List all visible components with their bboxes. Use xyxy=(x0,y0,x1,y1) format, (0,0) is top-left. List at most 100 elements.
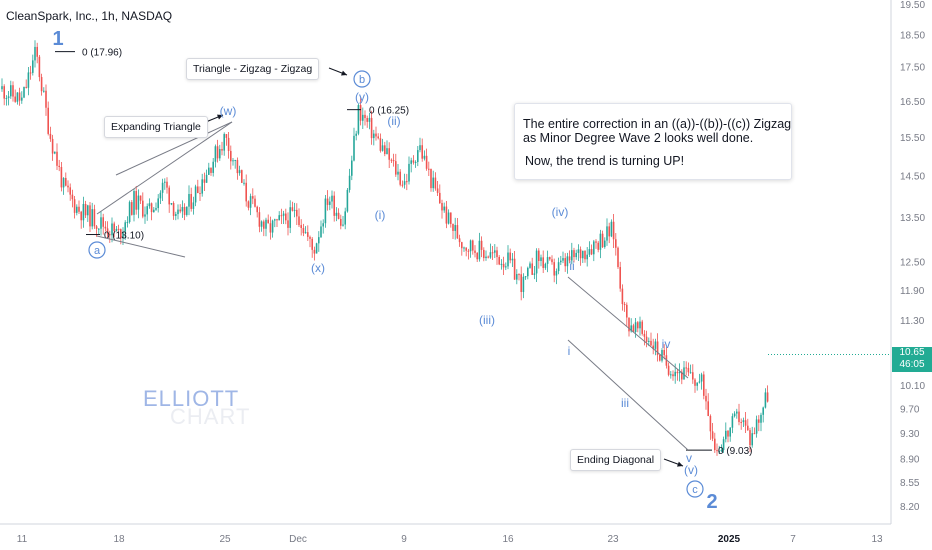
current-price-tag: 10.65 46:05 xyxy=(892,347,932,372)
candle xyxy=(359,105,362,121)
candle xyxy=(225,134,228,138)
candle xyxy=(531,263,533,275)
candle xyxy=(104,226,107,229)
candle xyxy=(227,137,230,151)
candle xyxy=(432,177,434,189)
candle xyxy=(256,206,258,213)
candle xyxy=(650,340,652,346)
candle xyxy=(318,237,320,244)
triangle-zigzag-callout[interactable]: Triangle - Zigzag - Zigzag xyxy=(186,58,320,80)
candle xyxy=(16,92,19,102)
candle xyxy=(480,240,483,250)
candle xyxy=(84,203,87,216)
candle xyxy=(465,247,467,251)
candle xyxy=(502,263,505,268)
candle xyxy=(386,148,388,155)
candle xyxy=(736,411,738,414)
candle xyxy=(670,374,672,376)
candle xyxy=(58,165,60,168)
trend-line[interactable] xyxy=(567,339,689,451)
candle xyxy=(766,392,769,402)
trend-line[interactable] xyxy=(96,235,186,258)
candle xyxy=(265,219,267,229)
candle xyxy=(249,196,252,208)
candle xyxy=(131,202,133,215)
candle xyxy=(322,223,324,227)
y-tick-label: 11.90 xyxy=(900,286,925,297)
candle xyxy=(82,203,85,221)
arrow-triangle-zigzag-head xyxy=(341,70,347,76)
candle xyxy=(562,258,564,261)
candle xyxy=(139,195,142,201)
candle xyxy=(326,198,329,205)
y-tick-label: 9.30 xyxy=(900,429,920,440)
x-tick-label: 25 xyxy=(219,534,231,545)
candle xyxy=(540,257,542,261)
candle xyxy=(232,160,234,162)
candle xyxy=(289,207,291,228)
watermark-elliott: ELLIOTT xyxy=(143,386,240,411)
candle xyxy=(258,212,261,227)
candle xyxy=(667,365,670,375)
candle xyxy=(733,413,736,417)
ending-diagonal-callout[interactable]: Ending Diagonal xyxy=(570,449,662,471)
wave-a-label: a xyxy=(94,245,101,257)
candle xyxy=(12,85,14,97)
candle xyxy=(23,86,25,98)
wave-iii-label: iii xyxy=(621,396,629,410)
wave-y-label: (y) xyxy=(355,90,369,104)
arrow-ending-diagonal-head xyxy=(677,461,683,467)
candle xyxy=(91,209,93,227)
arrow-expanding-triangle-head xyxy=(217,114,223,120)
candle xyxy=(254,198,256,207)
candle xyxy=(685,367,687,369)
trend-line[interactable] xyxy=(115,121,233,176)
candle xyxy=(280,215,283,217)
trend-line[interactable] xyxy=(96,121,233,215)
candle xyxy=(293,209,296,211)
candle xyxy=(166,181,168,188)
candle xyxy=(80,211,82,221)
candle xyxy=(282,213,285,216)
candle xyxy=(205,174,208,183)
candle xyxy=(621,288,624,305)
candle xyxy=(632,325,635,332)
candle xyxy=(751,433,753,446)
candle xyxy=(183,206,186,215)
candle xyxy=(379,138,382,151)
candle xyxy=(3,86,5,99)
trend-line[interactable] xyxy=(567,276,689,379)
candle xyxy=(181,206,184,212)
y-tick-label: 8.20 xyxy=(900,502,920,513)
candle xyxy=(533,273,536,275)
y-tick-label: 8.55 xyxy=(900,478,920,489)
candle xyxy=(1,86,3,90)
candle xyxy=(414,161,417,163)
x-tick-label: 2025 xyxy=(718,534,741,545)
candle xyxy=(333,195,335,216)
candle xyxy=(709,416,712,432)
candle xyxy=(216,146,219,159)
candle xyxy=(76,206,78,213)
candle xyxy=(177,209,179,215)
candle xyxy=(186,206,188,215)
candle xyxy=(34,46,36,61)
candle xyxy=(346,189,349,212)
analysis-note[interactable]: The entire correction in an ((a))-((b))-… xyxy=(514,103,792,180)
x-tick-label: 13 xyxy=(871,534,883,545)
candles xyxy=(1,40,769,456)
wave-ii-paren-label: (ii) xyxy=(387,114,400,128)
candle xyxy=(711,431,714,439)
candle xyxy=(454,225,456,231)
candle xyxy=(747,425,749,431)
candle xyxy=(452,223,454,231)
candle xyxy=(652,345,654,349)
watermark-chart: CHART xyxy=(170,404,251,429)
candle xyxy=(606,226,608,241)
expanding-triangle-callout[interactable]: Expanding Triangle xyxy=(104,116,208,138)
level-17-96-label: 0 (17.96) xyxy=(82,48,122,59)
candle xyxy=(700,374,703,382)
candle xyxy=(117,228,120,230)
candle xyxy=(588,249,591,255)
